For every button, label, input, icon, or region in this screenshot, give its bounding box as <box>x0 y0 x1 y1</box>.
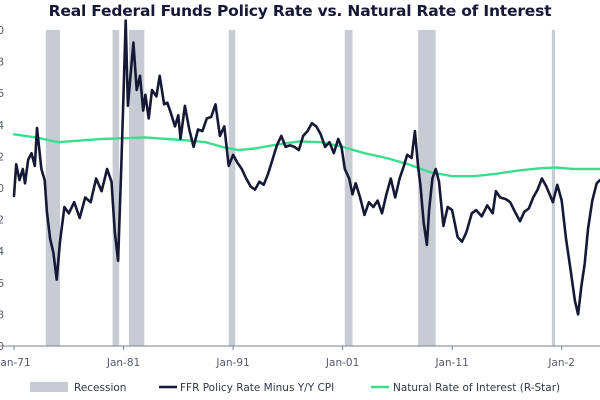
r-star-line <box>12 133 600 178</box>
recession-band <box>228 30 236 346</box>
x-tick-label: Jan-71 <box>0 357 31 369</box>
recession-band <box>112 30 120 346</box>
y-tick-label: 6 <box>0 88 4 100</box>
legend-label: Recession <box>74 382 126 394</box>
series <box>12 19 600 316</box>
chart-title: Real Federal Funds Policy Rate vs. Natur… <box>48 2 552 20</box>
y-tick-label: 0 <box>0 183 4 195</box>
x-tick-label: Jan-81 <box>106 357 140 369</box>
y-tick-label: 8 <box>0 309 4 321</box>
legend-label: FFR Policy Rate Minus Y/Y CPI <box>180 382 334 394</box>
y-tick-label: 2 <box>0 151 4 163</box>
y-tick-label: 6 <box>0 278 4 290</box>
y-tick-label: 0 <box>0 25 4 37</box>
x-tick-label: Jan-91 <box>215 357 249 369</box>
recession-band <box>45 30 61 346</box>
y-tick-label: 0 <box>0 341 4 353</box>
y-tick-label: 4 <box>0 246 4 258</box>
legend: Recession FFR Policy Rate Minus Y/Y CPI Na… <box>30 382 560 394</box>
recession-band <box>551 30 556 346</box>
recession-band <box>344 30 353 346</box>
y-tick-label: 8 <box>0 57 4 69</box>
y-axis: 0 8 6 4 2 0 2 4 6 8 0 <box>0 25 4 353</box>
ffr-real-rate-line <box>12 19 600 316</box>
recession-band <box>418 30 436 346</box>
y-tick-label: 4 <box>0 120 4 132</box>
legend-label: Natural Rate of Interest (R-Star) <box>393 382 560 394</box>
x-tick-label: Jan-11 <box>434 357 468 369</box>
x-tick-label: Jan-2 <box>547 357 575 369</box>
legend-recession-swatch <box>30 382 68 392</box>
recession-band <box>129 30 145 346</box>
x-tick-label: Jan-01 <box>325 357 359 369</box>
recession-bands <box>45 30 556 346</box>
y-tick-label: 2 <box>0 215 4 227</box>
x-axis: Jan-71 Jan-81 Jan-91 Jan-01 Jan-11 Jan-2 <box>0 346 575 369</box>
